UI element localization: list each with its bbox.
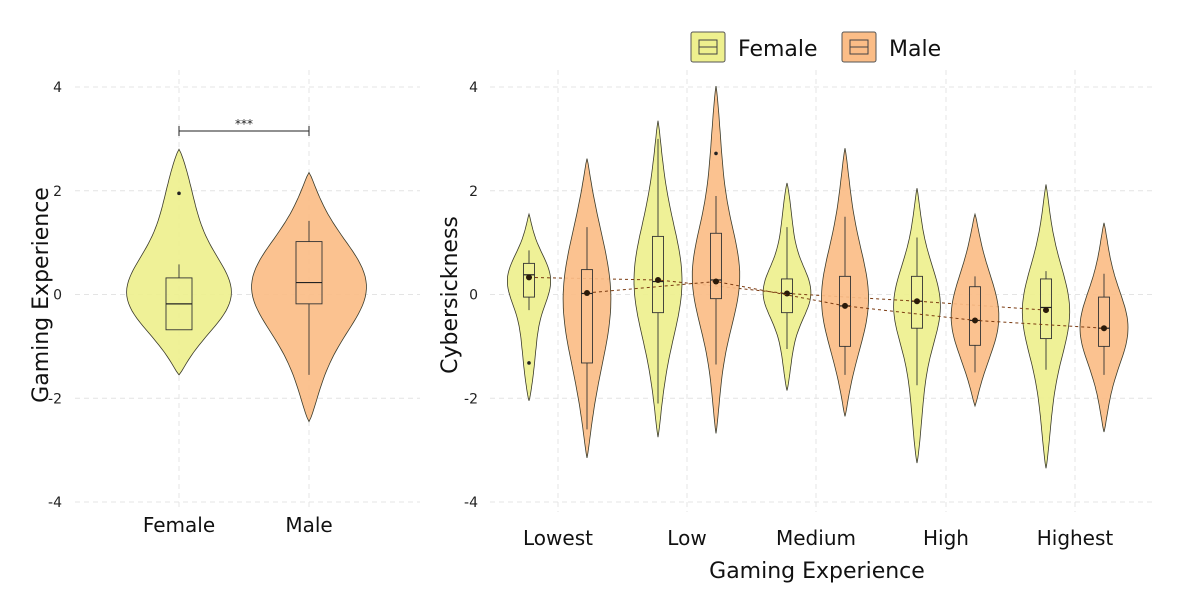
violin-right-male-low xyxy=(691,85,741,434)
box-right-male-high xyxy=(969,286,981,346)
mean-point-female-3 xyxy=(914,298,920,305)
right-x-axis-label: Gaming Experience xyxy=(709,559,925,584)
x-tick-label-left-0: Female xyxy=(143,513,215,537)
box-right-male-highest xyxy=(1098,296,1110,347)
violin-right-male-high xyxy=(950,212,1000,408)
outlier-point-right-female-lowest-0 xyxy=(527,361,531,365)
violin-right-male-lowest xyxy=(562,158,612,458)
y-tick-label-right-1: -2 xyxy=(464,391,478,407)
x-tick-label-right-1: Low xyxy=(667,526,706,550)
plot-layer: -4 -2 0 2 4 Female Male -4 -2 0 2 4 Lowest Low Medium H… xyxy=(48,70,1155,550)
x-tick-label-right-3: High xyxy=(923,526,969,550)
violin-right-male-medium xyxy=(821,148,869,417)
x-tick-label-right-4: Highest xyxy=(1037,526,1114,550)
violin-left-male xyxy=(251,171,367,423)
y-tick-label-right-0: -4 xyxy=(464,495,478,511)
y-tick-label-left-0: -4 xyxy=(48,495,62,511)
right-y-axis-label: Cybersickness xyxy=(438,216,463,374)
mean-point-female-2 xyxy=(784,290,790,297)
y-tick-label-left-1: -2 xyxy=(48,391,62,407)
y-tick-label-left-4: 4 xyxy=(53,80,62,96)
x-tick-label-left-1: Male xyxy=(285,513,332,537)
outlier-point-right-male-low-0 xyxy=(714,151,718,156)
legend: Female Male xyxy=(690,31,941,63)
mean-point-female-4 xyxy=(1043,307,1049,314)
x-tick-label-right-2: Medium xyxy=(776,526,856,550)
violin-right-female-high xyxy=(893,188,941,464)
mean-point-male-3 xyxy=(972,317,978,324)
significance-label: *** xyxy=(235,117,253,131)
y-tick-label-left-2: 0 xyxy=(53,288,62,304)
y-tick-label-left-3: 2 xyxy=(53,184,62,200)
box-right-female-highest xyxy=(1040,278,1052,340)
violin-right-female-medium xyxy=(762,182,812,391)
legend-item-female: Female xyxy=(690,31,818,63)
mean-point-female-0 xyxy=(526,274,532,281)
mean-point-male-4 xyxy=(1101,325,1107,332)
violin-left-female xyxy=(126,148,232,376)
box-right-male-medium xyxy=(839,275,851,347)
legend-item-male: Male xyxy=(841,31,941,63)
x-tick-label-right-0: Lowest xyxy=(523,526,593,550)
box-right-female-high xyxy=(911,275,923,329)
violin-right-female-highest xyxy=(1021,184,1071,469)
y-tick-label-right-3: 2 xyxy=(469,184,478,200)
box-right-male-lowest xyxy=(581,269,593,364)
box-right-female-low xyxy=(652,235,664,314)
box-right-male-low xyxy=(710,232,722,300)
box-right-female-medium xyxy=(781,278,793,314)
box-right-female-lowest xyxy=(523,262,535,298)
mean-point-female-1 xyxy=(655,276,661,283)
mean-point-male-2 xyxy=(842,302,848,309)
legend-label-female: Female xyxy=(738,37,818,62)
box-left-male xyxy=(295,241,323,305)
mean-point-male-0 xyxy=(584,289,590,296)
y-tick-label-right-2: 0 xyxy=(469,288,478,304)
legend-label-male: Male xyxy=(889,37,941,62)
mean-point-male-1 xyxy=(713,278,719,285)
left-y-axis-label: Gaming Experience xyxy=(29,187,54,403)
outlier-point-left-female-0 xyxy=(177,191,181,196)
y-tick-label-right-4: 4 xyxy=(469,80,478,96)
